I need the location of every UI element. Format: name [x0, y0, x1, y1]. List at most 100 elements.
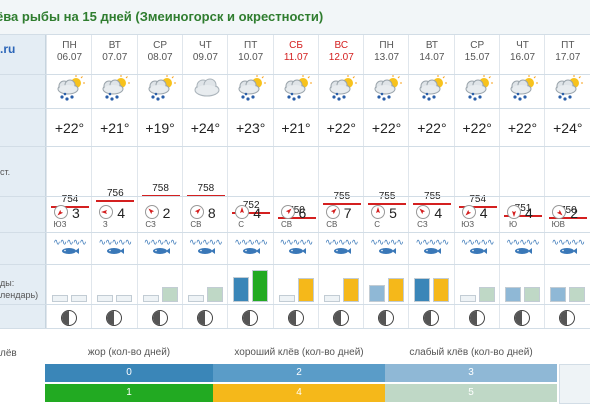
moon-phase-icon: [378, 310, 395, 326]
bite-bar-day: [52, 295, 68, 302]
wind: СВ 7: [322, 204, 362, 234]
divider: [0, 74, 590, 75]
pressure-line: [322, 203, 361, 206]
divider: [0, 232, 590, 233]
day-column[interactable]: ЧТ 09.07 +24° 758 СВ 8 ∿∿∿∿∿: [181, 34, 228, 328]
temperature: +22°: [462, 120, 492, 136]
day-column[interactable]: ЧТ 16.07 +22° 751 Ю 4 ∿∿∿∿∿: [499, 34, 545, 328]
fish-icon: [152, 248, 170, 254]
wind-direction: С: [374, 220, 380, 229]
temperature: +22°: [507, 120, 538, 136]
moon-phase-icon: [151, 310, 168, 326]
wind-direction: СЗ: [417, 220, 428, 229]
moon-phase-icon: [332, 310, 349, 326]
pressure-text: 750: [288, 205, 305, 217]
wind-speed: 3: [72, 205, 80, 221]
bite-label-2: лендарь): [0, 290, 39, 300]
day-date: 11.07: [283, 52, 309, 63]
sun-cloud-rain-icon: [465, 75, 493, 101]
pressure-value: 750: [549, 205, 588, 220]
wind-speed: 4: [434, 205, 443, 221]
wind-direction: ЮЗ: [53, 220, 67, 229]
pressure-line: [96, 200, 135, 203]
day-column[interactable]: СБ 11.07 +21° 750 СВ 6 ∿∿∿∿∿: [272, 34, 319, 328]
fish-icon: [197, 248, 215, 254]
day-column[interactable]: ПН 06.07 +22° 754 ЮЗ 3 ∿∿∿∿∿: [46, 34, 92, 328]
legend-weak-count-2: 5: [385, 384, 557, 402]
bite-bars: [458, 266, 498, 302]
bite-bar-calendar: [297, 278, 314, 302]
sun-cloud-rain-icon: [57, 75, 85, 101]
day-header: ВС 12.07: [319, 40, 364, 64]
day-column[interactable]: СР 08.07 +19° 758 СЗ 2 ∿∿∿∿∿: [136, 34, 183, 328]
water-wave-icon: ∿∿∿∿∿: [324, 237, 359, 247]
divider: [0, 108, 590, 109]
day-column[interactable]: СР 15.07 +22° 754 ЮЗ 4 ∿∿∿∿∿: [453, 34, 500, 328]
pressure-line: [368, 203, 407, 206]
pressure-line: [186, 194, 225, 197]
legend-good-count-2: 4: [213, 384, 385, 402]
bite-bar-calendar: [569, 286, 586, 302]
pressure-value: 758: [141, 183, 180, 197]
wind-direction-icon: [280, 205, 295, 219]
pressure-line: [413, 203, 452, 206]
wind-direction-icon: [235, 205, 250, 219]
temperature: +23°: [236, 120, 266, 136]
water-wave-icon: ∿∿∿∿∿: [370, 237, 404, 247]
day-header: ПН 13.07: [364, 40, 409, 64]
day-of-week: ВТ: [425, 40, 438, 51]
day-of-week: ВС: [334, 40, 349, 51]
sun-cloud-rain-icon: [329, 75, 357, 101]
wind-direction-icon: [325, 205, 340, 219]
day-of-week: ЧТ: [516, 40, 529, 51]
wind-speed: 6: [298, 205, 307, 221]
day-column[interactable]: ПТ 10.07 +23° 752 С 4 ∿∿∿∿∿: [227, 34, 273, 328]
day-of-week: ПН: [62, 40, 77, 51]
day-date: 13.07: [374, 52, 400, 63]
wind-direction-icon: [552, 205, 567, 219]
moon-phase-icon: [423, 310, 440, 326]
wind-speed: 5: [389, 205, 397, 221]
water-wave-icon: ∿∿∿∿∿: [189, 237, 223, 247]
legend-header-good: хороший клёв (кол-во дней): [234, 347, 364, 358]
wind-direction: ЮЗ: [461, 220, 475, 229]
day-header: ПТ 10.07: [228, 40, 273, 64]
divider: [0, 328, 590, 329]
pressure-text: 751: [514, 202, 532, 214]
wind: ЮЗ 3: [50, 204, 90, 234]
bite-bar-calendar: [161, 286, 178, 302]
day-of-week: ЧТ: [199, 40, 212, 51]
temperature: +21°: [281, 120, 311, 136]
bite-bar-day: [323, 295, 340, 302]
pressure-line: [141, 194, 180, 197]
day-column[interactable]: ВТ 07.07 +21° 756 З 4 ∿∿∿∿∿: [91, 34, 137, 328]
day-header: ПТ 17.07: [545, 40, 590, 64]
wind-speed: 4: [253, 205, 261, 221]
wind-speed: 2: [570, 205, 579, 221]
site-logo[interactable]: .ru: [0, 42, 16, 56]
water-wave-icon: ∿∿∿∿∿: [506, 237, 540, 247]
bite-bars: [503, 266, 543, 302]
sun-cloud-rain-icon: [102, 75, 131, 101]
wind-direction-icon: [371, 205, 386, 219]
fish-icon: [243, 248, 261, 254]
wind-direction: Ю: [508, 220, 518, 229]
water-wave-icon: ∿∿∿∿∿: [415, 237, 450, 247]
legend-feeding-count-1: 0: [45, 364, 213, 382]
day-header: СР 08.07: [138, 40, 183, 64]
wind-direction-icon: [461, 205, 476, 219]
day-date: 07.07: [102, 52, 128, 63]
legend-left-header: лёв: [0, 348, 17, 359]
day-column[interactable]: ПТ 17.07 +24° 750 ЮВ 2 ∿∿∿∿∿: [544, 34, 590, 328]
temperature: +21°: [100, 120, 130, 136]
day-date: 14.07: [419, 52, 445, 63]
wind: СВ 8: [186, 204, 226, 234]
bite-bar-day: [278, 295, 295, 302]
temperature: +24°: [553, 120, 583, 136]
moon-phase-icon: [514, 310, 530, 326]
